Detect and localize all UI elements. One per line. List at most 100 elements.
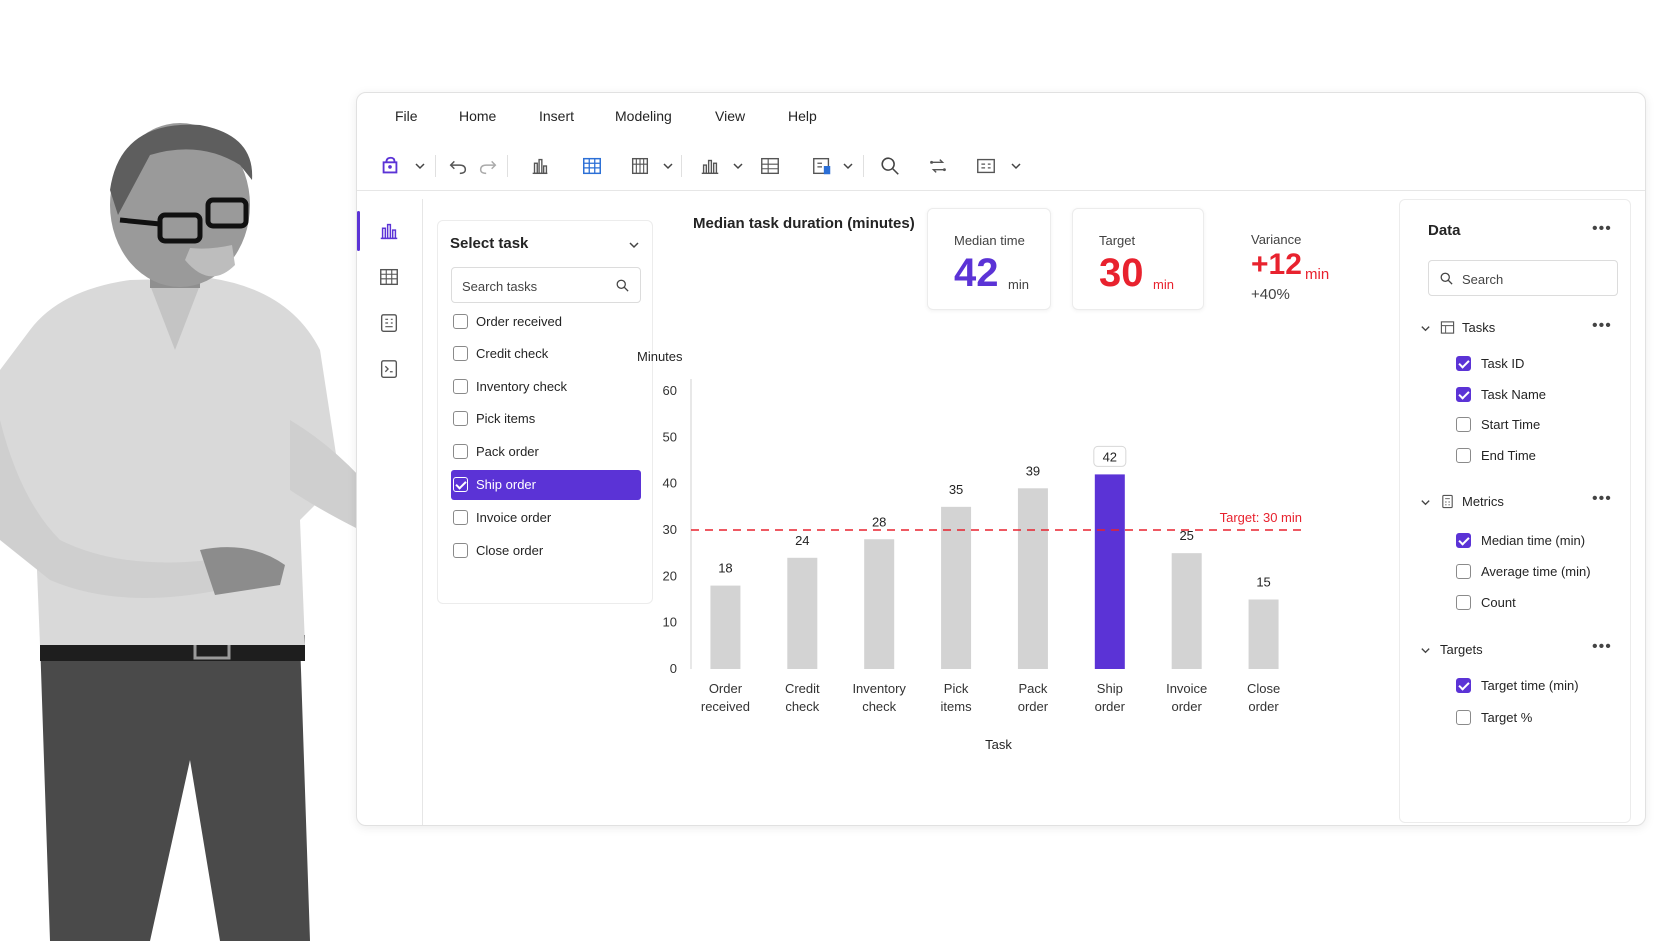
kpi-variance-card[interactable]: Variance +12 min +40% — [1225, 208, 1353, 310]
data-label: 28 — [872, 514, 886, 529]
column-chart-icon[interactable] — [697, 153, 723, 179]
table-icon[interactable] — [579, 153, 605, 179]
checkbox[interactable] — [453, 346, 468, 361]
menu-insert[interactable]: Insert — [539, 108, 575, 124]
menu-file[interactable]: File — [395, 108, 418, 124]
slicer-item-pick-items[interactable]: Pick items — [451, 404, 641, 434]
checkbox-checked[interactable] — [1456, 387, 1471, 402]
dax-query-icon[interactable] — [375, 355, 403, 383]
checkbox-checked[interactable] — [453, 477, 468, 492]
checkbox[interactable] — [1456, 595, 1471, 610]
kpi-target-card[interactable]: Target 30 min — [1072, 208, 1204, 310]
slicer-item-invoice-order[interactable]: Invoice order — [451, 503, 641, 533]
data-group-name: Tasks — [1462, 320, 1496, 335]
checkbox[interactable] — [453, 379, 468, 394]
table-view-icon[interactable] — [375, 263, 403, 291]
toolbar-divider — [863, 155, 864, 177]
view-rail — [357, 199, 423, 825]
report-view-icon[interactable] — [375, 217, 403, 245]
checkbox[interactable] — [453, 411, 468, 426]
undo-icon[interactable] — [445, 153, 471, 179]
more-options-icon[interactable]: ••• — [1592, 317, 1612, 334]
slicer-search-placeholder: Search tasks — [462, 279, 538, 294]
data-label: 35 — [949, 482, 963, 497]
search-icon — [616, 279, 629, 292]
model-view-icon[interactable] — [375, 309, 403, 337]
checkbox[interactable] — [453, 510, 468, 525]
options-icon[interactable] — [973, 153, 999, 179]
field-label: Target time (min) — [1481, 678, 1579, 693]
x-tick-label: Invoice — [1166, 681, 1207, 696]
slicer-item-credit-check[interactable]: Credit check — [451, 339, 641, 369]
y-tick-label: 20 — [663, 568, 677, 583]
task-slicer: Select task Search tasks Order received … — [437, 220, 653, 604]
data-search-input[interactable]: Search — [1428, 260, 1618, 296]
bar-chart-icon[interactable] — [527, 153, 553, 179]
more-options-icon[interactable]: ••• — [1592, 638, 1612, 655]
menu-home[interactable]: Home — [459, 108, 497, 124]
data-label: 42 — [1103, 449, 1117, 464]
matrix-dropdown-chevron-icon[interactable] — [655, 153, 681, 179]
kpi-variance-percent: +40% — [1251, 286, 1290, 303]
card-dropdown-chevron-icon[interactable] — [835, 153, 861, 179]
menu-modeling[interactable]: Modeling — [615, 108, 672, 124]
redo-icon[interactable] — [475, 153, 501, 179]
checkbox[interactable] — [1456, 417, 1471, 432]
data-label: 39 — [1026, 463, 1040, 478]
grid-icon[interactable] — [757, 153, 783, 179]
y-tick-label: 0 — [670, 661, 677, 676]
checkbox[interactable] — [1456, 564, 1471, 579]
menu-help[interactable]: Help — [788, 108, 817, 124]
chevron-down-icon[interactable] — [1420, 323, 1431, 334]
field-label: Task Name — [1481, 387, 1547, 402]
data-label: 25 — [1179, 528, 1193, 543]
kpi-label: Variance — [1251, 232, 1302, 247]
data-label: 18 — [718, 561, 732, 576]
slicer-item-label: Inventory check — [476, 379, 568, 394]
kpi-label: Median time — [954, 233, 1025, 248]
slicer-search-input[interactable]: Search tasks — [451, 267, 641, 303]
field-label: Target % — [1481, 710, 1533, 725]
save-icon[interactable] — [377, 153, 403, 179]
x-tick-label: check — [785, 699, 819, 714]
data-group-name: Metrics — [1462, 494, 1504, 509]
more-options-icon[interactable]: ••• — [1592, 220, 1612, 237]
menu-view[interactable]: View — [715, 108, 746, 124]
data-search-placeholder: Search — [1462, 272, 1504, 287]
chevron-down-icon[interactable] — [1420, 645, 1431, 656]
kpi-median-card[interactable]: Median time 42 min — [927, 208, 1051, 310]
card-icon[interactable] — [809, 153, 835, 179]
x-tick-label: order — [1095, 699, 1126, 714]
transform-icon[interactable] — [925, 153, 951, 179]
slicer-item-close-order[interactable]: Close order — [451, 536, 641, 566]
matrix-icon[interactable] — [627, 153, 653, 179]
checkbox[interactable] — [453, 314, 468, 329]
slicer-item-inventory-check[interactable]: Inventory check — [451, 372, 641, 402]
slicer-item-pack-order[interactable]: Pack order — [451, 437, 641, 467]
more-options-icon[interactable]: ••• — [1592, 490, 1612, 507]
options-dropdown-chevron-icon[interactable] — [1003, 153, 1029, 179]
checkbox[interactable] — [1456, 710, 1471, 725]
checkbox-checked[interactable] — [1456, 533, 1471, 548]
slicer-item-ship-order[interactable]: Ship order — [451, 470, 641, 500]
checkbox-checked[interactable] — [1456, 356, 1471, 371]
checkbox-checked[interactable] — [1456, 678, 1471, 693]
chevron-down-icon[interactable] — [628, 239, 640, 251]
checkbox[interactable] — [453, 444, 468, 459]
checkbox[interactable] — [453, 543, 468, 558]
field-label: Median time (min) — [1481, 533, 1586, 548]
x-tick-label: items — [941, 699, 973, 714]
x-tick-label: Pick — [944, 681, 969, 696]
save-dropdown-chevron-icon[interactable] — [407, 153, 433, 179]
toolbar-divider — [507, 155, 508, 177]
chevron-down-icon[interactable] — [1420, 497, 1431, 508]
checkbox[interactable] — [1456, 448, 1471, 463]
chart-dropdown-chevron-icon[interactable] — [725, 153, 751, 179]
x-tick-label: Close — [1247, 681, 1280, 696]
search-icon[interactable] — [877, 153, 903, 179]
bar — [1017, 488, 1048, 669]
slicer-item-order-received[interactable]: Order received — [451, 307, 641, 337]
chart-title: Median task duration (minutes) — [693, 215, 915, 232]
kpi-unit: min — [1008, 277, 1029, 292]
